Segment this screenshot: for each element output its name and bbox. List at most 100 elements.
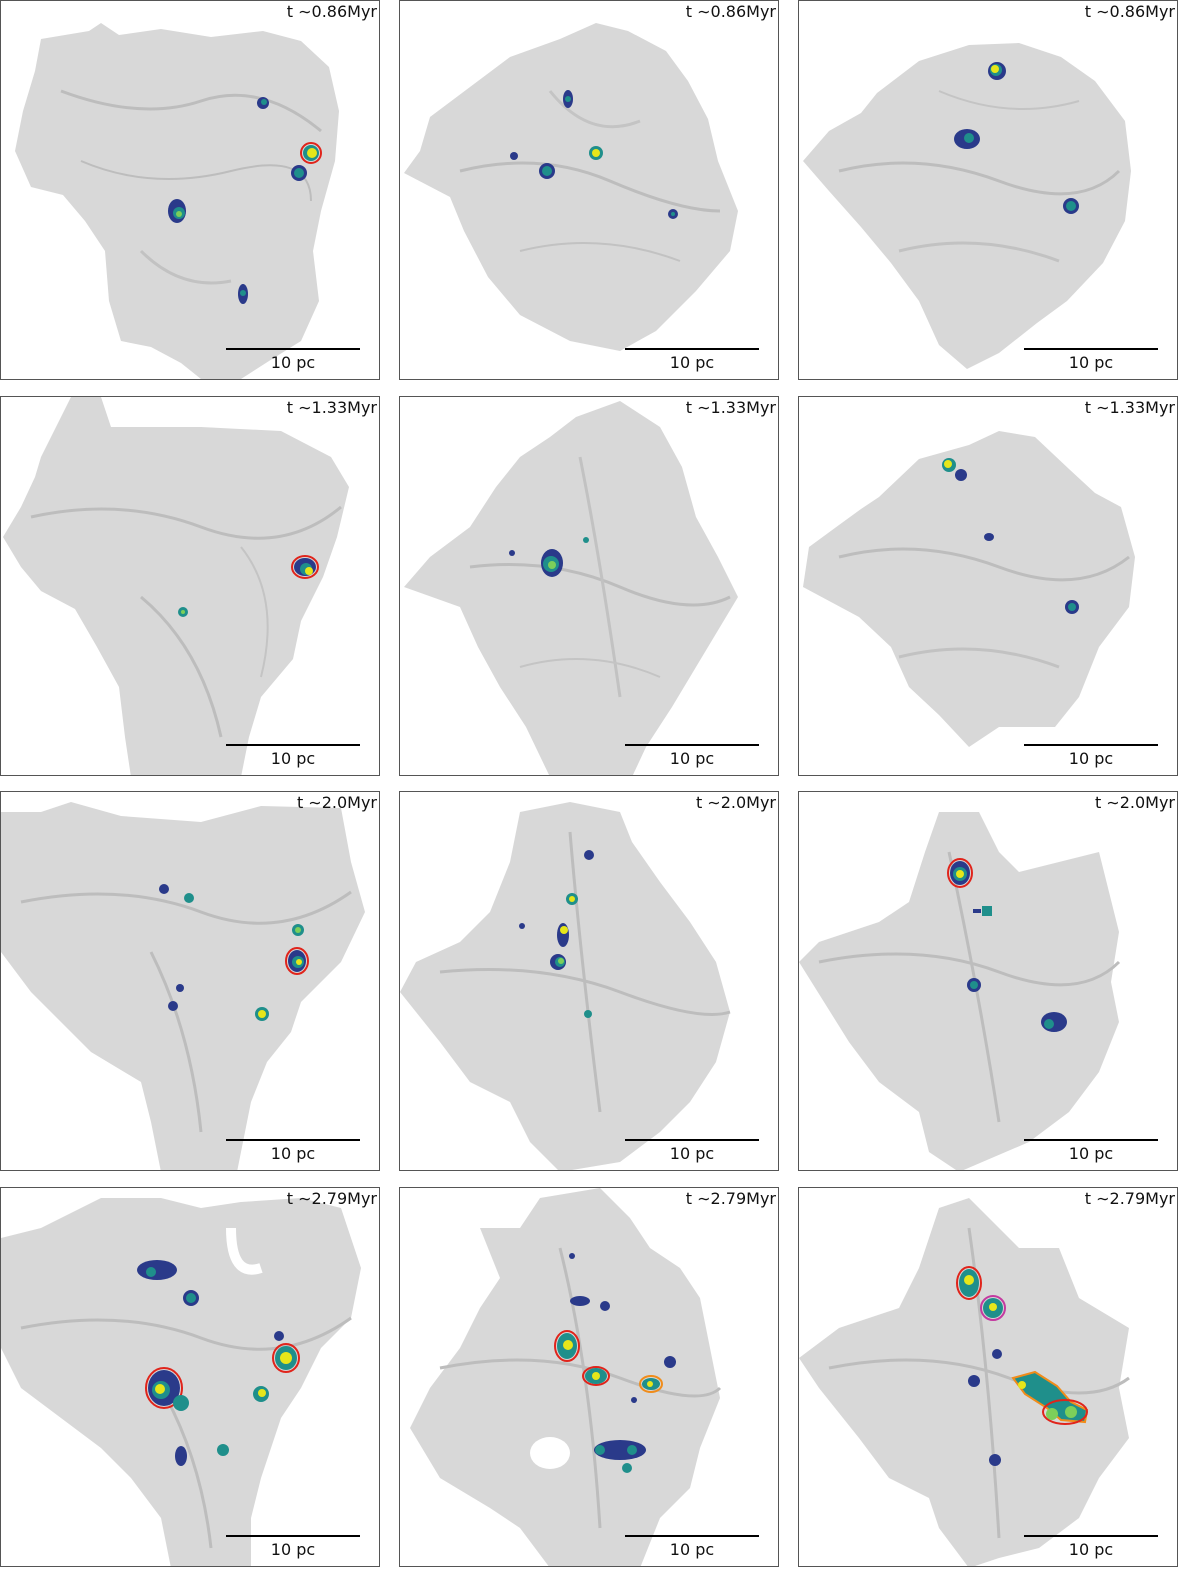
panel-row2-col3: t ∼1.33Myr 10 pc xyxy=(798,396,1178,776)
clump xyxy=(584,850,594,860)
clump xyxy=(1042,1399,1088,1425)
scale-bar xyxy=(226,744,360,746)
cloud-image xyxy=(404,23,738,351)
scale-bar xyxy=(625,1139,759,1141)
clump xyxy=(178,607,188,617)
clump xyxy=(255,1007,269,1021)
clump xyxy=(257,97,269,109)
clump xyxy=(175,1446,187,1466)
time-label: t ∼2.79Myr xyxy=(1084,1189,1175,1208)
clump xyxy=(956,1266,982,1300)
panel-row3-col2: t ∼2.0Myr 10 pc xyxy=(399,791,779,1171)
clump xyxy=(973,906,992,916)
clump xyxy=(238,284,248,304)
time-label: t ∼0.86Myr xyxy=(1084,2,1175,21)
panel-row4-col2: t ∼2.79Myr 10 pc xyxy=(399,1187,779,1567)
clump xyxy=(291,555,319,579)
scale-label: 10 pc xyxy=(270,1144,316,1163)
time-label: t ∼2.0Myr xyxy=(1094,793,1175,812)
clump xyxy=(1063,198,1079,214)
clump xyxy=(988,62,1006,80)
scale-label: 10 pc xyxy=(270,353,316,372)
clump xyxy=(541,549,563,577)
clump xyxy=(137,1260,177,1280)
clump xyxy=(145,1367,189,1411)
cloud-image xyxy=(15,23,339,379)
clump xyxy=(184,893,194,903)
panel-row1-col2: t ∼0.86Myr 10 pc xyxy=(399,0,779,380)
cloud-image xyxy=(404,401,738,775)
time-label: t ∼0.86Myr xyxy=(685,2,776,21)
clump xyxy=(639,1375,663,1393)
time-label: t ∼2.79Myr xyxy=(685,1189,776,1208)
clump xyxy=(539,163,555,179)
clump xyxy=(947,858,973,888)
clump xyxy=(631,1397,637,1403)
clump xyxy=(272,1343,300,1373)
clump xyxy=(589,146,603,160)
cloud-image xyxy=(799,1198,1130,1566)
panel-row3-col3: t ∼2.0Myr 10 pc xyxy=(798,791,1178,1171)
cloud-image xyxy=(1,1198,361,1566)
clump xyxy=(594,1440,646,1473)
cloud-image xyxy=(410,1188,722,1566)
clump xyxy=(554,1330,580,1362)
scale-label: 10 pc xyxy=(270,1540,316,1559)
clump xyxy=(519,923,525,929)
clump xyxy=(942,458,967,481)
time-label: t ∼1.33Myr xyxy=(685,398,776,417)
time-label: t ∼1.33Myr xyxy=(286,398,377,417)
clump xyxy=(984,533,994,541)
clump xyxy=(954,129,980,149)
time-label: t ∼2.79Myr xyxy=(286,1189,377,1208)
clump xyxy=(550,954,566,970)
clump xyxy=(989,1454,1001,1466)
cloud-image xyxy=(3,397,349,775)
time-label: t ∼0.86Myr xyxy=(286,2,377,21)
clump xyxy=(968,1375,980,1387)
scale-bar xyxy=(1024,1535,1158,1537)
clump xyxy=(582,1366,610,1386)
panel-row1-col3: t ∼0.86Myr 10 pc xyxy=(798,0,1178,380)
clump xyxy=(159,884,169,894)
clump xyxy=(584,1010,592,1018)
scale-bar xyxy=(226,1139,360,1141)
clump xyxy=(967,978,981,992)
panel-row4-col1: t ∼2.79Myr 10 pc xyxy=(0,1187,380,1567)
scale-label: 10 pc xyxy=(1068,353,1114,372)
cloud-image xyxy=(803,43,1131,369)
cloud-image xyxy=(799,812,1121,1170)
cloud-image xyxy=(400,802,731,1170)
scale-label: 10 pc xyxy=(669,1144,715,1163)
scale-bar xyxy=(226,1535,360,1537)
time-label: t ∼2.0Myr xyxy=(296,793,377,812)
scale-label: 10 pc xyxy=(1068,749,1114,768)
scale-bar xyxy=(226,348,360,350)
cloud-image xyxy=(803,431,1135,747)
clump xyxy=(992,1349,1002,1359)
clump xyxy=(566,893,578,905)
scale-bar xyxy=(625,348,759,350)
panel-row4-col3: t ∼2.79Myr 10 pc xyxy=(798,1187,1178,1567)
clump xyxy=(570,1296,610,1311)
clump xyxy=(668,209,678,219)
clump xyxy=(557,923,569,947)
scale-bar xyxy=(1024,1139,1158,1141)
clump xyxy=(274,1331,284,1341)
scale-label: 10 pc xyxy=(669,1540,715,1559)
scale-bar xyxy=(1024,348,1158,350)
panel-row2-col2: t ∼1.33Myr 10 pc xyxy=(399,396,779,776)
scale-label: 10 pc xyxy=(669,749,715,768)
clump xyxy=(217,1444,229,1456)
clump xyxy=(300,142,322,164)
scale-label: 10 pc xyxy=(669,353,715,372)
clump xyxy=(168,984,184,1011)
clump xyxy=(509,550,515,556)
clump xyxy=(292,924,304,936)
clump xyxy=(980,1295,1006,1321)
clump xyxy=(583,537,589,543)
clump xyxy=(1065,600,1079,614)
scale-bar xyxy=(625,744,759,746)
scale-label: 10 pc xyxy=(270,749,316,768)
